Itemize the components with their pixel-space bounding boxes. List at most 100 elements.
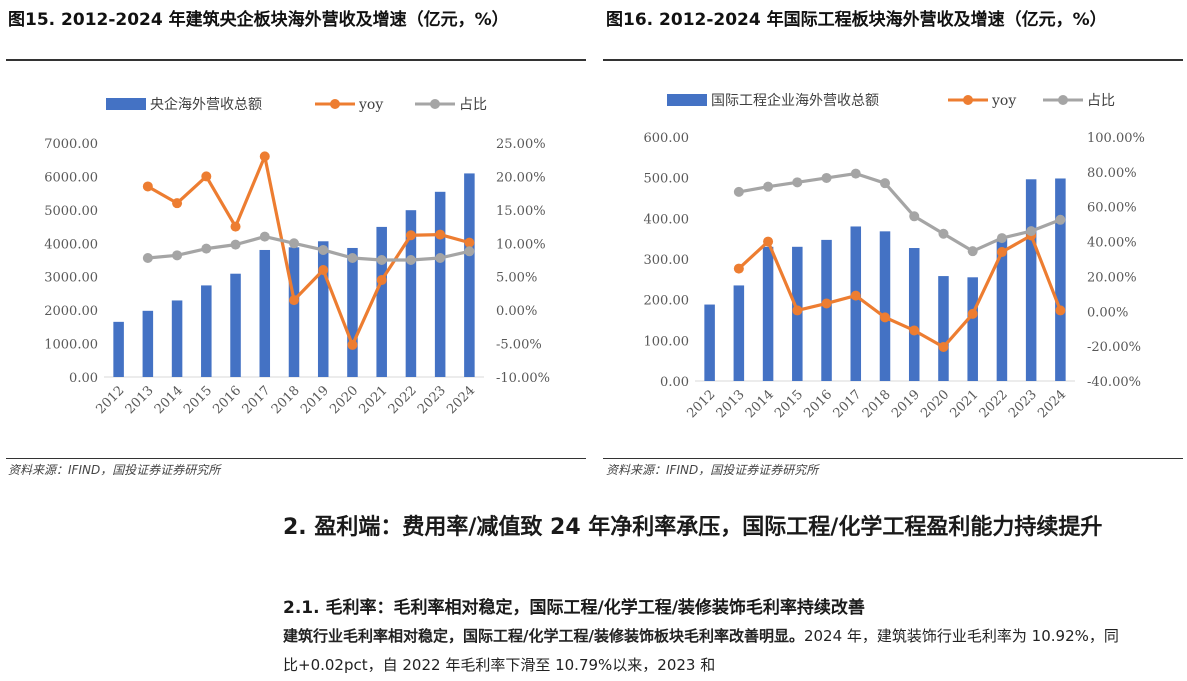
x-tick-label: 2014 bbox=[743, 387, 777, 421]
data-point bbox=[733, 186, 744, 197]
legend-label: 占比 bbox=[459, 97, 487, 113]
data-point bbox=[142, 252, 153, 263]
legend-label: yoy bbox=[358, 97, 383, 113]
right-axis-tick-label: -40.00% bbox=[1087, 375, 1141, 390]
x-tick-label: 2012 bbox=[93, 383, 127, 417]
data-point bbox=[405, 255, 416, 265]
bar bbox=[259, 249, 271, 377]
figure-source: 资料来源：IFIND，国投证券证券研究所 bbox=[8, 463, 221, 477]
right-axis-tick-label: 100.00% bbox=[1087, 131, 1145, 146]
legend-label: yoy bbox=[991, 93, 1016, 109]
data-point bbox=[763, 236, 774, 247]
data-point bbox=[142, 181, 153, 192]
x-tick-label: 2020 bbox=[327, 383, 361, 417]
data-point bbox=[464, 246, 475, 257]
left-axis-tick-label: 3000.00 bbox=[44, 271, 98, 286]
bar bbox=[201, 285, 212, 377]
data-point bbox=[230, 239, 241, 250]
left-axis-tick-label: 200.00 bbox=[644, 294, 690, 309]
body-text: 2024 年，建筑装饰行业毛利率为 10.92%，同比+0.02pct，自 20… bbox=[283, 627, 1119, 674]
left-axis-tick-label: 100.00 bbox=[644, 334, 690, 349]
data-point bbox=[347, 339, 358, 350]
series-line-share bbox=[147, 235, 470, 262]
right-axis-tick-label: -5.00% bbox=[496, 338, 542, 353]
data-point bbox=[464, 237, 475, 248]
data-point bbox=[880, 312, 890, 323]
x-tick-label: 2017 bbox=[831, 387, 865, 421]
series-line-yoy bbox=[737, 233, 1062, 349]
x-tick-label: 2024 bbox=[444, 383, 478, 417]
left-axis-tick-label: 600.00 bbox=[644, 131, 690, 146]
bar bbox=[142, 310, 154, 377]
right-axis-tick-label: 20.00% bbox=[496, 170, 546, 185]
legend-label: 占比 bbox=[1087, 93, 1115, 109]
legend-swatch-bar bbox=[667, 94, 707, 106]
x-tick-label: 2015 bbox=[772, 387, 806, 421]
bar bbox=[405, 210, 417, 377]
x-tick-label: 2013 bbox=[123, 383, 157, 417]
legend-swatch-marker bbox=[430, 99, 440, 109]
right-axis-tick-label: 10.00% bbox=[496, 237, 546, 252]
x-tick-label: 2020 bbox=[918, 387, 952, 421]
bar bbox=[1025, 179, 1037, 381]
bar bbox=[908, 248, 920, 381]
bar bbox=[1055, 178, 1066, 381]
right-axis-tick-label: 15.00% bbox=[496, 204, 546, 219]
series-line-share bbox=[738, 171, 1061, 253]
bar bbox=[762, 246, 774, 381]
x-tick-label: 2023 bbox=[415, 383, 449, 417]
bar bbox=[230, 273, 241, 377]
legend-swatch-marker bbox=[330, 99, 340, 109]
bar bbox=[879, 231, 891, 381]
figure-bottom-rule bbox=[603, 458, 1183, 459]
x-tick-label: 2012 bbox=[684, 387, 718, 421]
data-point bbox=[850, 168, 861, 179]
x-tick-label: 2018 bbox=[860, 387, 894, 421]
chart-overseas-revenue-soe: 0.00 1000.00 2000.00 3000.00 4000.00 5000.00 6… bbox=[44, 96, 550, 417]
legend-swatch-marker bbox=[963, 95, 973, 105]
data-point bbox=[909, 325, 920, 336]
data-point bbox=[318, 265, 329, 276]
bar bbox=[317, 241, 329, 377]
x-tick-label: 2016 bbox=[801, 387, 835, 421]
x-tick-label: 2023 bbox=[1006, 387, 1040, 421]
subsection-heading: 2.1. 毛利率：毛利率相对稳定，国际工程/化学工程/装修装饰毛利率持续改善 bbox=[283, 598, 865, 618]
data-point bbox=[850, 290, 861, 301]
data-point bbox=[938, 228, 949, 239]
data-point bbox=[792, 177, 803, 188]
right-axis-tick-label: 25.00% bbox=[496, 137, 546, 152]
right-axis-tick-label: 40.00% bbox=[1087, 236, 1137, 251]
left-axis-tick-label: 5000.00 bbox=[44, 204, 98, 219]
right-axis-tick-label: -10.00% bbox=[496, 371, 550, 386]
legend-swatch-marker bbox=[1058, 95, 1068, 105]
data-point bbox=[967, 246, 978, 257]
data-point bbox=[289, 295, 299, 306]
figure-top-rule bbox=[6, 59, 586, 61]
data-point bbox=[259, 151, 270, 162]
data-point bbox=[880, 178, 890, 189]
legend-swatch-bar bbox=[106, 98, 146, 110]
x-tick-label: 2019 bbox=[298, 383, 332, 417]
data-point bbox=[967, 308, 978, 319]
data-point bbox=[172, 198, 183, 209]
data-point bbox=[1055, 214, 1066, 225]
body-bold-lead: 建筑行业毛利率相对稳定，国际工程/化学工程/装修装饰板块毛利率改善明显。 bbox=[283, 627, 804, 645]
bar bbox=[850, 226, 862, 381]
figure-bottom-rule bbox=[6, 458, 586, 459]
data-point bbox=[318, 244, 329, 255]
bar bbox=[113, 321, 124, 377]
right-axis-tick-label: 20.00% bbox=[1087, 270, 1137, 285]
data-point bbox=[1026, 226, 1037, 237]
data-point bbox=[763, 181, 774, 192]
bar bbox=[347, 247, 358, 377]
bar bbox=[171, 300, 183, 377]
data-point bbox=[996, 233, 1007, 244]
data-point bbox=[259, 231, 270, 242]
left-axis-tick-label: 6000.00 bbox=[44, 170, 98, 185]
x-tick-label: 2013 bbox=[714, 387, 748, 421]
bar bbox=[967, 277, 978, 381]
section-heading: 2. 盈利端：费用率/减值致 24 年净利率承压，国际工程/化学工程盈利能力持续… bbox=[283, 515, 1103, 540]
left-axis-tick-label: 7000.00 bbox=[44, 137, 98, 152]
data-point bbox=[289, 238, 299, 249]
bar bbox=[434, 191, 446, 377]
